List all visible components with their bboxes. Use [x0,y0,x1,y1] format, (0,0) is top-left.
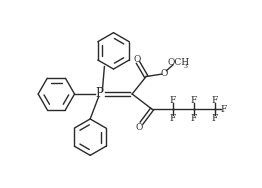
Text: F: F [191,114,197,123]
Text: F: F [221,105,227,114]
Text: O: O [133,55,140,64]
Text: F: F [170,114,176,123]
Text: F: F [212,114,218,123]
Text: P: P [96,87,103,101]
Text: 3: 3 [184,64,188,68]
Text: O: O [136,123,143,132]
Text: OCH: OCH [167,58,189,67]
Text: F: F [191,96,197,105]
Text: F: F [212,96,218,105]
Text: O: O [161,68,168,77]
Text: F: F [170,96,176,105]
